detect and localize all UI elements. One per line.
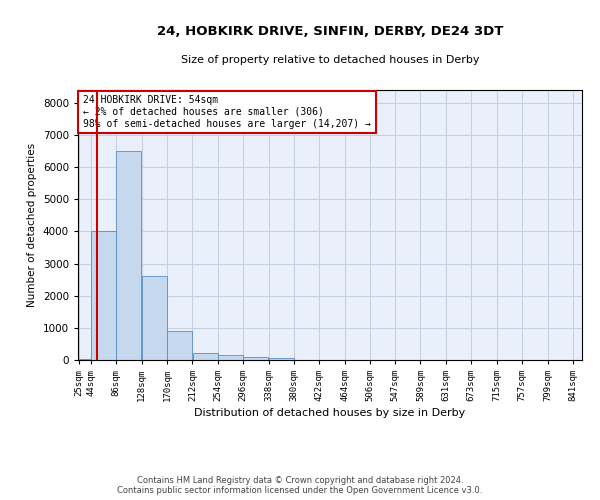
Bar <box>244 357 268 360</box>
Bar <box>269 358 294 360</box>
Text: 24 HOBKIRK DRIVE: 54sqm
← 2% of detached houses are smaller (306)
98% of semi-de: 24 HOBKIRK DRIVE: 54sqm ← 2% of detached… <box>83 96 371 128</box>
Bar <box>218 355 243 360</box>
Bar <box>142 276 167 360</box>
Bar <box>116 151 141 360</box>
Y-axis label: Number of detached properties: Number of detached properties <box>27 143 37 307</box>
Bar <box>167 331 192 360</box>
Text: Contains HM Land Registry data © Crown copyright and database right 2024.
Contai: Contains HM Land Registry data © Crown c… <box>118 476 482 495</box>
X-axis label: Distribution of detached houses by size in Derby: Distribution of detached houses by size … <box>194 408 466 418</box>
Bar <box>193 353 218 360</box>
Bar <box>91 232 116 360</box>
Text: 24, HOBKIRK DRIVE, SINFIN, DERBY, DE24 3DT: 24, HOBKIRK DRIVE, SINFIN, DERBY, DE24 3… <box>157 25 503 38</box>
Text: Size of property relative to detached houses in Derby: Size of property relative to detached ho… <box>181 55 479 65</box>
Bar <box>79 359 91 360</box>
